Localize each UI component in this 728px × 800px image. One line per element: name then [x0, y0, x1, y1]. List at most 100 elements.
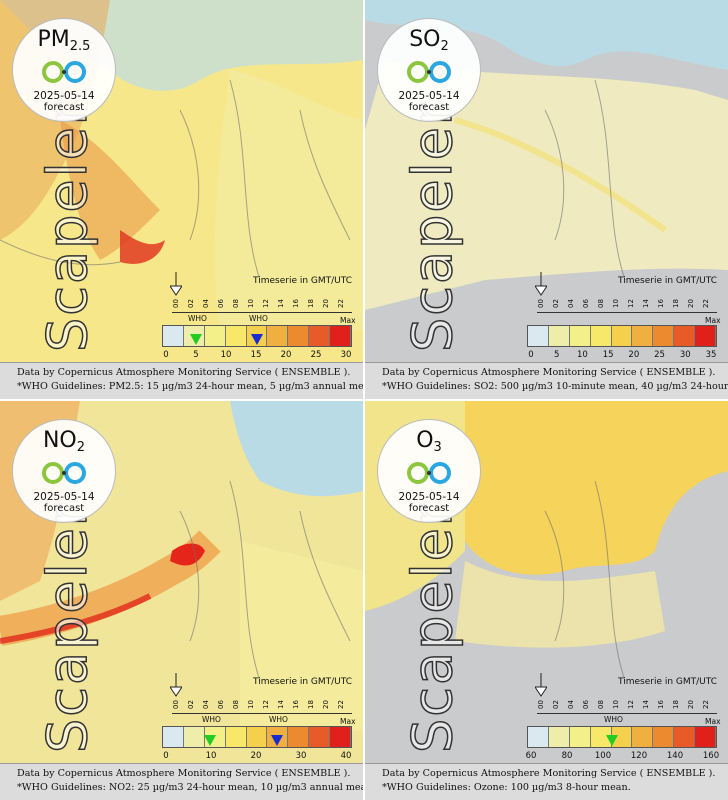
legend-scale-label: 20: [280, 350, 292, 360]
hour-tick-label: 06: [217, 700, 225, 709]
legend-scale-label: 35: [705, 350, 717, 360]
legend-color-cell: [330, 326, 352, 346]
forecast-label: forecast: [43, 102, 85, 113]
scapeler-logo-icon: [378, 461, 480, 489]
legend-max-label: Max: [340, 717, 356, 726]
pollutant-title: O3: [416, 428, 442, 455]
caption: Data by Copernicus Atmosphere Monitoring…: [0, 763, 363, 800]
time-pointer-icon: [169, 673, 183, 697]
forecast-date: 2025-05-14: [398, 90, 460, 102]
hour-tick-label: 00: [172, 700, 180, 709]
who-marker-icon: [251, 334, 263, 345]
legend-color-cell: [288, 326, 310, 346]
legend-color-cell: [309, 727, 331, 747]
caption: Data by Copernicus Atmosphere Monitoring…: [0, 362, 363, 399]
legend-scale-label: 20: [250, 751, 262, 761]
timeserie-label: Timeserie in GMT/UTC: [618, 276, 718, 286]
scapeler-logo-icon: [378, 60, 480, 88]
legend-color-cell: [528, 727, 549, 747]
hour-tick-label: 20: [687, 700, 695, 709]
legend-scale-label: 160: [702, 751, 720, 761]
legend-scale-label: 30: [295, 751, 307, 761]
hour-tick-label: 22: [337, 700, 345, 709]
pollutant-badge: PM2.5 2025-05-14 forecast: [12, 18, 116, 122]
hour-tick-label: 18: [672, 700, 680, 709]
legend-color-cell: [225, 326, 247, 346]
pollutant-title: NO2: [42, 428, 86, 455]
watermark-text: Scapeler: [400, 501, 465, 753]
hour-tick-label: 06: [582, 700, 590, 709]
legend-scale-label: 10: [577, 350, 588, 360]
legend-scale-label: 120: [630, 751, 648, 761]
hour-tick-label: 18: [307, 299, 315, 308]
forecast-label: forecast: [408, 102, 450, 113]
legend-scale-label: 60: [525, 751, 537, 761]
legend-color-cell: [163, 727, 184, 747]
hour-ticks: 00 02 04 06 08 10 12 14 16 18 20 22: [172, 689, 352, 714]
legend-scale-label: 5: [193, 350, 199, 360]
legend-color-cell: [695, 727, 717, 747]
forecast-date: 2025-05-14: [33, 491, 95, 503]
hour-tick-label: 20: [322, 299, 330, 308]
hour-tick-label: 10: [247, 299, 255, 308]
legend-scale-label: 10: [220, 350, 232, 360]
legend-color-cell: [590, 326, 612, 346]
legend-color-cell: [611, 326, 633, 346]
legend-scale-label: 80: [561, 751, 573, 761]
who-marker-icon: [190, 334, 202, 345]
hour-tick-label: 22: [702, 299, 710, 308]
legend-color-cell: [632, 727, 654, 747]
timeserie-label: Timeserie in GMT/UTC: [253, 677, 353, 687]
hour-tick-label: 00: [537, 299, 545, 308]
legend-color-cell: [632, 326, 654, 346]
hour-tick-label: 12: [262, 299, 270, 308]
hour-tick-label: 06: [217, 299, 225, 308]
legend-scale-label: 0: [163, 350, 169, 360]
hour-tick-label: 20: [322, 700, 330, 709]
legend-scale-label: 15: [250, 350, 262, 360]
caption: Data by Copernicus Atmosphere Monitoring…: [365, 763, 728, 800]
legend-color-cell: [674, 326, 696, 346]
timeserie-label: Timeserie in GMT/UTC: [253, 276, 353, 286]
hour-tick-label: 12: [262, 700, 270, 709]
legend-color-cell: [330, 727, 352, 747]
hour-tick-label: 22: [337, 299, 345, 308]
legend-scale-label: 10: [205, 751, 217, 761]
hour-tick-label: 20: [687, 299, 695, 308]
caption: Data by Copernicus Atmosphere Monitoring…: [365, 362, 728, 399]
hour-tick-label: 10: [612, 299, 620, 308]
legend-max-label: Max: [705, 717, 721, 726]
legend-color-cell: [309, 326, 331, 346]
hour-tick-label: 12: [627, 700, 635, 709]
hour-tick-label: 16: [292, 700, 300, 709]
legend-color-cell: [183, 727, 205, 747]
legend-scale-label: 5: [553, 350, 560, 360]
hour-ticks: 00 02 04 06 08 10 12 14 16 18 20 22: [537, 288, 717, 313]
legend-scale-label: 15: [602, 350, 614, 360]
who-marker-icon: [271, 735, 283, 746]
forecast-date: 2025-05-14: [398, 491, 460, 503]
legend-color-cell: [569, 727, 591, 747]
panel-no2: Scapeler NO2 2025-05-14 forecast Timeser…: [0, 401, 363, 800]
legend-scale-label: 30: [340, 350, 352, 360]
pollutant-badge: O3 2025-05-14 forecast: [377, 419, 481, 523]
legend-scale-bar: [527, 726, 717, 748]
hour-tick-label: 06: [582, 299, 590, 308]
hour-tick-label: 18: [672, 299, 680, 308]
legend-scale-label: 0: [528, 350, 534, 360]
panel-o3: Scapeler O3 2025-05-14 forecast Timeseri…: [365, 401, 728, 800]
legend-color-cell: [695, 326, 717, 346]
legend-color-cell: [267, 326, 289, 346]
hour-tick-label: 12: [627, 299, 635, 308]
hour-tick-label: 04: [567, 700, 575, 709]
legend-scale-bar: [527, 325, 717, 347]
who-label: WHO: [269, 715, 288, 724]
watermark-text: Scapeler: [400, 100, 465, 352]
hour-tick-label: 02: [187, 700, 195, 709]
legend-color-cell: [653, 326, 675, 346]
panel-so2: Scapeler SO2 2025-05-14 forecast Timeser…: [365, 0, 728, 399]
legend-color-cell: [653, 727, 675, 747]
hour-tick-label: 04: [567, 299, 575, 308]
hour-ticks: 00 02 04 06 08 10 12 14 16 18 20 22: [537, 689, 717, 714]
hour-tick-label: 16: [292, 299, 300, 308]
